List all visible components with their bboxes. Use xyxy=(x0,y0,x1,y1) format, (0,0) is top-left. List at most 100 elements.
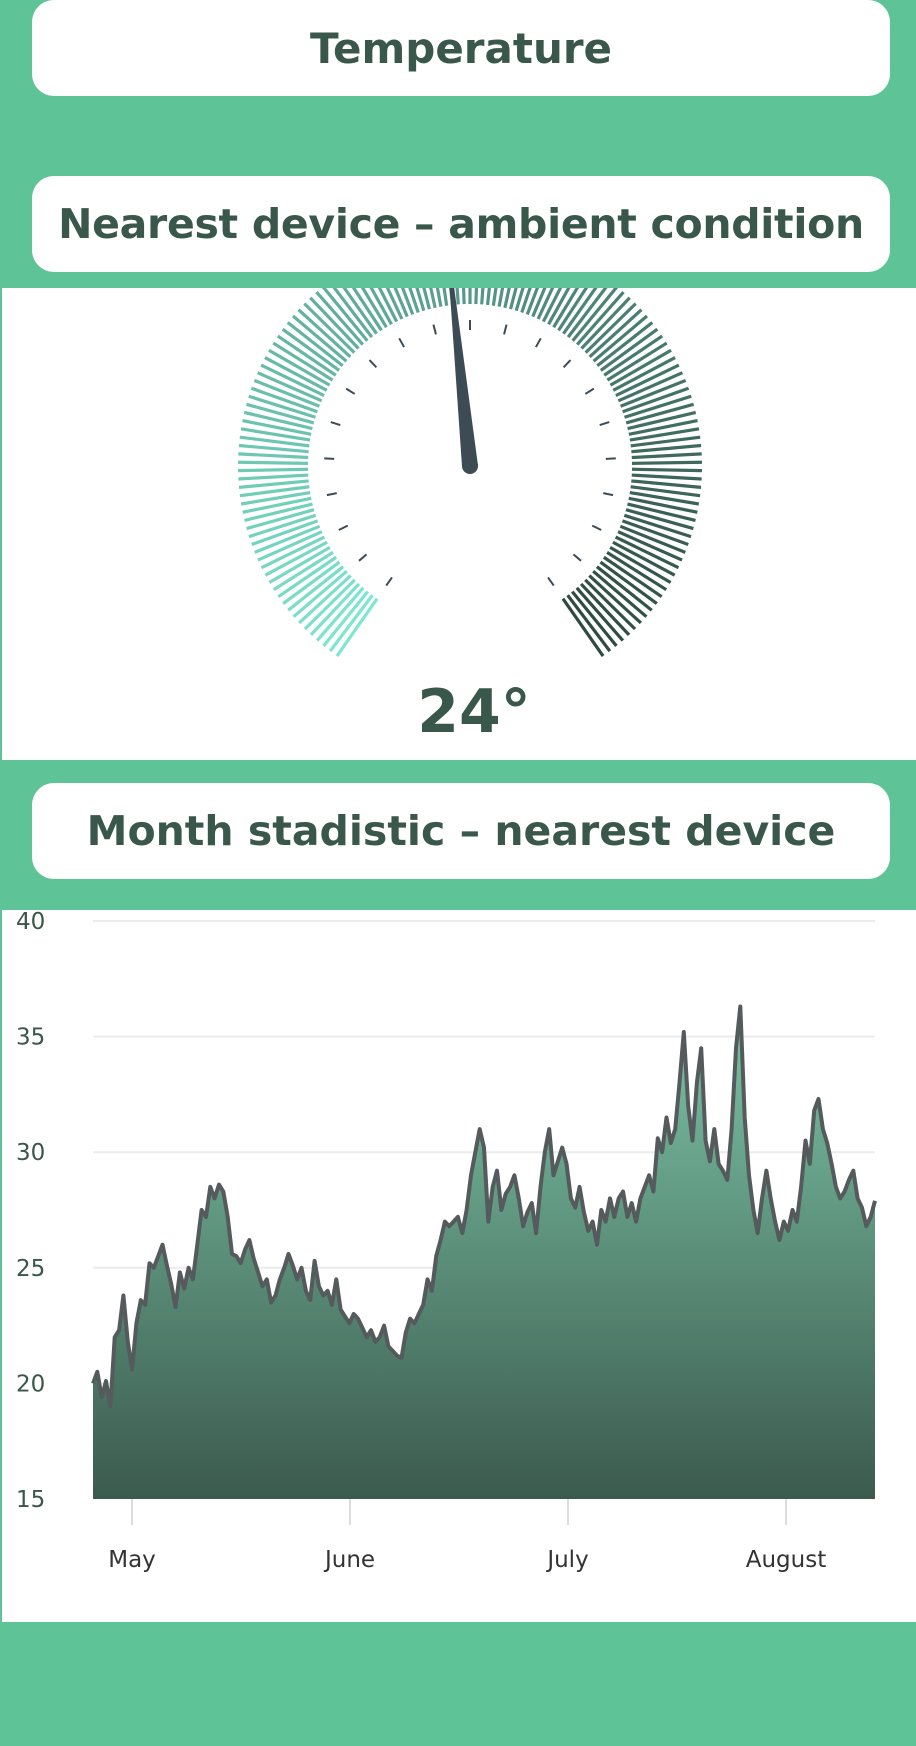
gauge-bar xyxy=(561,597,605,657)
gauge-bar xyxy=(276,334,337,377)
gauge-bar xyxy=(612,540,676,577)
chart-x-axis: May June July August xyxy=(108,1499,826,1573)
gauge-bar xyxy=(264,356,328,392)
gauge-bar xyxy=(315,586,365,642)
gauge-bar xyxy=(609,348,672,387)
temperature-gauge: 24° xyxy=(238,217,702,747)
gauge-bar xyxy=(303,578,356,631)
gauge-bar xyxy=(627,502,696,522)
gauge-bar xyxy=(612,356,676,392)
chart-section-title: Month stadistic – nearest device xyxy=(32,783,890,879)
gauge-bar xyxy=(303,302,356,354)
gauge-tick xyxy=(535,337,542,348)
gauge-bar xyxy=(480,234,489,305)
gauge-bar xyxy=(584,578,637,631)
gauge-needle xyxy=(444,217,478,474)
gauge-bar xyxy=(268,545,331,584)
gauge-bar xyxy=(238,460,309,465)
gauge-bar xyxy=(631,452,702,460)
gauge-value: 24° xyxy=(417,677,531,747)
y-tick-label: 40 xyxy=(16,910,45,935)
gauge-tick xyxy=(324,457,335,460)
gauge-bar xyxy=(623,513,692,539)
gauge-bar xyxy=(596,321,654,368)
gauge-bar xyxy=(631,443,702,454)
gauge-bar xyxy=(238,467,309,473)
gauge-bar xyxy=(264,540,328,577)
gauge-panel: 24° xyxy=(2,217,916,760)
gauge-bar xyxy=(238,443,309,454)
gauge-bar xyxy=(292,569,348,618)
gauge-bar xyxy=(575,586,625,642)
gauge-bar xyxy=(297,308,352,359)
gauge-bar xyxy=(599,327,659,372)
gauge-bar xyxy=(579,582,631,636)
gauge-bar xyxy=(621,519,689,547)
gauge-bar xyxy=(248,513,317,539)
gauge-bar xyxy=(242,496,312,514)
area-fill xyxy=(93,1006,875,1499)
gauge-bar xyxy=(624,394,692,419)
gauge-bar xyxy=(584,302,637,354)
x-tick-label: July xyxy=(545,1547,588,1573)
gauge-tick xyxy=(562,359,572,369)
gauge-bar xyxy=(240,490,311,506)
gauge-bar xyxy=(628,419,698,436)
gauge-bar xyxy=(246,508,315,531)
gauge-bar xyxy=(619,378,687,408)
gauge-bar xyxy=(260,535,326,570)
gauge-tick xyxy=(584,387,595,395)
chart-y-axis: 15 20 25 30 35 40 xyxy=(16,909,45,1513)
gauge-bar xyxy=(631,473,702,481)
gauge-bar xyxy=(631,460,702,465)
gauge-bar xyxy=(287,565,345,612)
gauge-bar xyxy=(627,410,697,431)
gauge-bar xyxy=(474,234,480,305)
y-tick-label: 20 xyxy=(16,1371,45,1397)
x-tick-label: August xyxy=(746,1547,827,1573)
gauge-tick xyxy=(572,553,582,562)
gauge-bar xyxy=(599,560,658,605)
gauge-bar xyxy=(606,341,668,382)
gauge-bar xyxy=(243,410,313,431)
gauge-bar xyxy=(625,508,694,531)
gauge-bar xyxy=(298,574,352,625)
gauge-bar xyxy=(281,327,341,372)
gauge-tick xyxy=(326,492,337,497)
gauge-bar xyxy=(617,530,683,562)
gauge-bar xyxy=(244,502,313,522)
gauge-bar xyxy=(282,560,341,605)
gauge-bar xyxy=(571,285,619,342)
gauge-bar xyxy=(239,435,310,448)
gauge-tick xyxy=(603,492,614,497)
gauge-bar xyxy=(328,280,374,339)
gauge-bar xyxy=(588,308,643,359)
gauge-bar xyxy=(335,597,379,657)
gauge-bar xyxy=(238,479,309,489)
gauge-tick xyxy=(368,359,378,369)
gauge-bar xyxy=(630,435,701,448)
gauge-section-title: Nearest device – ambient condition xyxy=(32,176,890,272)
chart-section-title-text: Month stadistic – nearest device xyxy=(86,807,836,855)
gauge-bar xyxy=(254,524,321,554)
gauge-bar xyxy=(328,594,374,653)
y-tick-label: 30 xyxy=(16,1140,45,1166)
page-title: Temperature xyxy=(32,0,890,96)
gauge-bar xyxy=(250,386,318,414)
series-line xyxy=(91,1004,877,1409)
gauge-bar xyxy=(629,490,700,506)
gauge-ticks xyxy=(324,320,616,587)
gauge-bar xyxy=(592,314,649,363)
gauge-needle-shape xyxy=(444,217,478,467)
gauge-bar xyxy=(460,234,466,305)
gauge-bar xyxy=(272,341,334,382)
gauge-tick xyxy=(547,576,555,587)
gauge-tick xyxy=(345,387,356,395)
gauge-bar xyxy=(309,296,360,350)
gauge-tick xyxy=(358,553,368,562)
gauge-bar xyxy=(238,452,309,460)
gauge-bar xyxy=(321,285,369,342)
gauge-bar xyxy=(272,551,334,592)
gauge-needle-hub xyxy=(462,458,478,474)
gauge-bar xyxy=(245,402,315,425)
